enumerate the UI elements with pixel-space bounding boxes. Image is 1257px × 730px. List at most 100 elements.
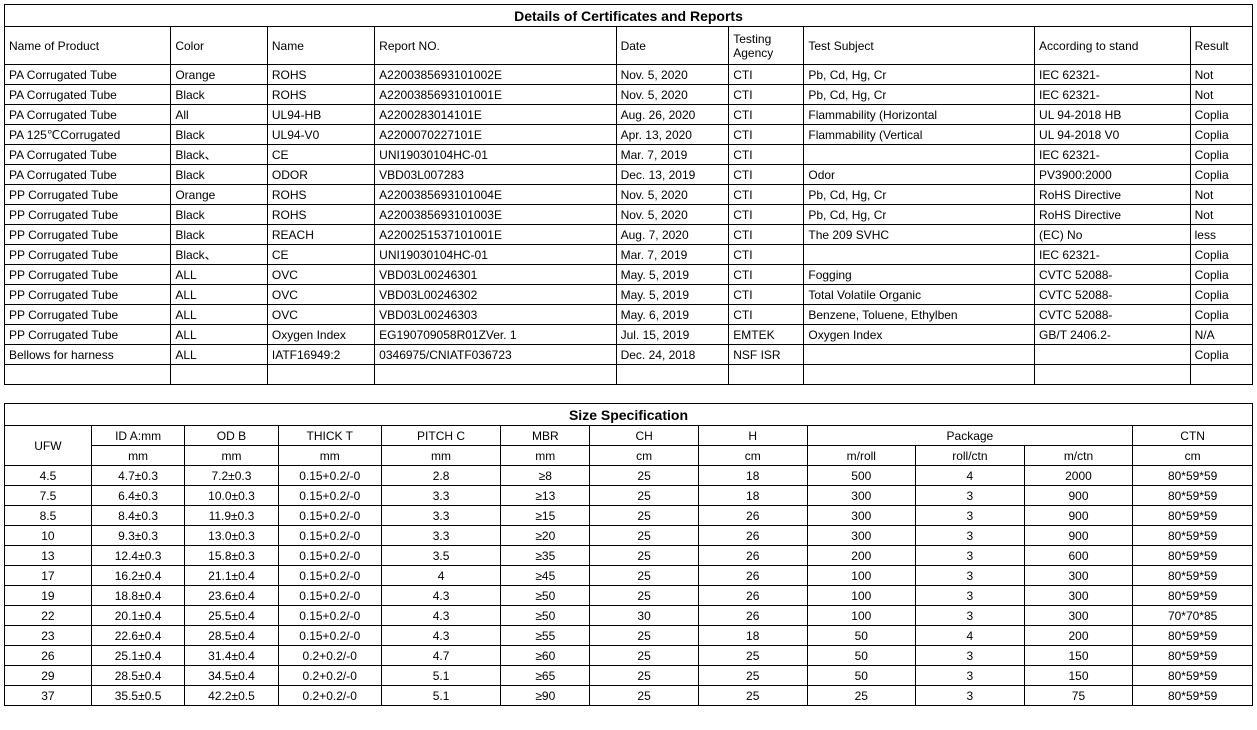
cell: ROHS <box>267 85 374 105</box>
size-sub-ctn: cm <box>1133 446 1253 466</box>
cert-hdr-color: Color <box>171 27 268 65</box>
cell: 12.4±0.3 <box>91 546 184 566</box>
cell: 3.3 <box>381 526 500 546</box>
cell: EMTEK <box>729 325 804 345</box>
cell: Bellows for harness <box>5 345 171 365</box>
cert-hdr-result: Result <box>1190 27 1252 65</box>
table-row: 8.58.4±0.311.9±0.30.15+0.2/-03.3≥1525263… <box>5 506 1253 526</box>
cell <box>267 365 374 385</box>
cell: 3 <box>916 586 1025 606</box>
cell: 5.1 <box>381 666 500 686</box>
cell: A2200385693101003E <box>375 205 616 225</box>
table-row: 7.56.4±0.310.0±0.30.15+0.2/-03.3≥1325183… <box>5 486 1253 506</box>
cell: ROHS <box>267 185 374 205</box>
cell: Mar. 7, 2019 <box>616 245 729 265</box>
cell: 300 <box>1024 606 1133 626</box>
cell: 300 <box>807 526 916 546</box>
cell: 23 <box>5 626 92 646</box>
cell: Black <box>171 125 268 145</box>
cell: 3.3 <box>381 486 500 506</box>
cell: A2200283014101E <box>375 105 616 125</box>
certificates-table: Details of Certificates and Reports Name… <box>4 4 1253 385</box>
cell: NSF ISR <box>729 345 804 365</box>
size-sub-mctn: m/ctn <box>1024 446 1133 466</box>
cell: PP Corrugated Tube <box>5 325 171 345</box>
cell: Nov. 5, 2020 <box>616 205 729 225</box>
cell: 0.2+0.2/-0 <box>278 646 381 666</box>
size-sub-id: mm <box>91 446 184 466</box>
cell <box>804 145 1035 165</box>
cell: 70*70*85 <box>1133 606 1253 626</box>
cell <box>804 345 1035 365</box>
cell: Flammability (Horizontal <box>804 105 1035 125</box>
table-row: 1312.4±0.315.8±0.30.15+0.2/-03.5≥3525262… <box>5 546 1253 566</box>
cert-hdr-report: Report NO. <box>375 27 616 65</box>
cell: 150 <box>1024 666 1133 686</box>
cell: 25 <box>590 586 699 606</box>
cell: Nov. 5, 2020 <box>616 85 729 105</box>
cell: 0.15+0.2/-0 <box>278 626 381 646</box>
cell: 9.3±0.3 <box>91 526 184 546</box>
cell: 0.15+0.2/-0 <box>278 606 381 626</box>
cell: 7.5 <box>5 486 92 506</box>
cell: 0.15+0.2/-0 <box>278 466 381 486</box>
cell: 26 <box>698 606 807 626</box>
cell: Not <box>1190 205 1252 225</box>
cell: Apr. 13, 2020 <box>616 125 729 145</box>
cell: PV3900:2000 <box>1035 165 1191 185</box>
cell: 3 <box>916 486 1025 506</box>
cell: CTI <box>729 85 804 105</box>
cell: 25 <box>698 686 807 706</box>
cell: less <box>1190 225 1252 245</box>
cell: Not <box>1190 85 1252 105</box>
cell: 25.5±0.4 <box>185 606 278 626</box>
cell: 3 <box>916 646 1025 666</box>
cell: 50 <box>807 666 916 686</box>
cell: 8.5 <box>5 506 92 526</box>
size-table: Size Specification UFW ID A:mm OD B THIC… <box>4 403 1253 706</box>
cell: 25 <box>590 646 699 666</box>
cell: OVC <box>267 285 374 305</box>
cell: VBD03L007283 <box>375 165 616 185</box>
cell <box>616 365 729 385</box>
cell: 23.6±0.4 <box>185 586 278 606</box>
cell: Dec. 24, 2018 <box>616 345 729 365</box>
size-sub-od: mm <box>185 446 278 466</box>
size-sub-pitch: mm <box>381 446 500 466</box>
cell: 13 <box>5 546 92 566</box>
cell: A2200385693101004E <box>375 185 616 205</box>
cell: UL 94-2018 HB <box>1035 105 1191 125</box>
cell: 10.0±0.3 <box>185 486 278 506</box>
cell: 15.8±0.3 <box>185 546 278 566</box>
table-row: PP Corrugated TubeBlackROHSA220038569310… <box>5 205 1253 225</box>
cell: 25 <box>590 686 699 706</box>
cell: 0.2+0.2/-0 <box>278 686 381 706</box>
cell: Orange <box>171 185 268 205</box>
cell: ODOR <box>267 165 374 185</box>
cell <box>804 245 1035 265</box>
cell <box>1190 365 1252 385</box>
cell: Odor <box>804 165 1035 185</box>
table-row: 1716.2±0.421.1±0.40.15+0.2/-04≥452526100… <box>5 566 1253 586</box>
cell: 600 <box>1024 546 1133 566</box>
cell: ≥45 <box>501 566 590 586</box>
table-row: PP Corrugated TubeALLOVCVBD03L00246303Ma… <box>5 305 1253 325</box>
cell: 25 <box>590 526 699 546</box>
table-row: PP Corrugated TubeBlackREACHA22002515371… <box>5 225 1253 245</box>
cell: 13.0±0.3 <box>185 526 278 546</box>
table-row: 2928.5±0.434.5±0.40.2+0.2/-05.1≥65252550… <box>5 666 1253 686</box>
cell: 900 <box>1024 506 1133 526</box>
table-row: 4.54.7±0.37.2±0.30.15+0.2/-02.8≥82518500… <box>5 466 1253 486</box>
cell: 300 <box>807 506 916 526</box>
cell: Not <box>1190 65 1252 85</box>
cell: 4.3 <box>381 626 500 646</box>
cell: (EC) No <box>1035 225 1191 245</box>
cell: ≥55 <box>501 626 590 646</box>
size-hdr-pitch: PITCH C <box>381 426 500 446</box>
cell: Black、 <box>171 245 268 265</box>
size-sub-mroll: m/roll <box>807 446 916 466</box>
cell: VBD03L00246303 <box>375 305 616 325</box>
cell: PP Corrugated Tube <box>5 185 171 205</box>
cell: PA Corrugated Tube <box>5 165 171 185</box>
cell: 900 <box>1024 526 1133 546</box>
